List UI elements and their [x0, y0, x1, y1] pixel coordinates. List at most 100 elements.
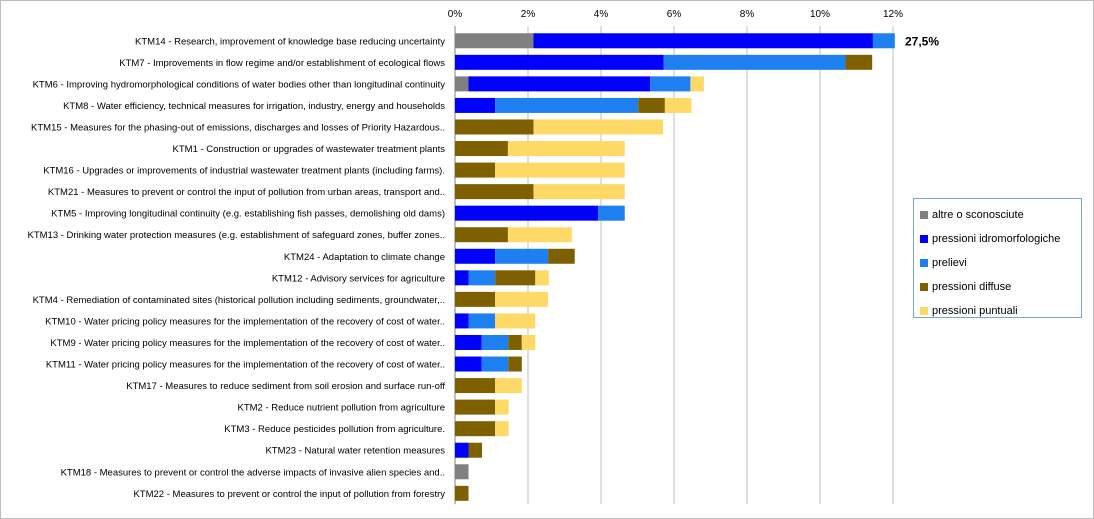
category-label: KTM9 - Water pricing policy measures for… — [50, 338, 445, 349]
category-label: KTM13 - Drinking water protection measur… — [27, 230, 445, 241]
bar-segment — [548, 248, 575, 264]
chart-legend: altre o sconosciute pressioni idromorfolo… — [913, 198, 1082, 318]
legend-label: pressioni diffuse — [932, 281, 1012, 293]
bar-segment — [455, 119, 534, 135]
bar-segment — [455, 399, 496, 415]
bar-segment — [638, 97, 665, 113]
legend-label: pressioni idromorfologiche — [932, 233, 1061, 245]
bar-segment — [455, 97, 496, 113]
bar-segment — [455, 184, 534, 200]
category-label: KTM4 - Remediation of contaminated sites… — [33, 295, 445, 306]
category-label: KTM21 - Measures to prevent or control t… — [48, 187, 445, 198]
category-label: KTM17 - Measures to reduce sediment from… — [126, 381, 445, 392]
bar-segment — [455, 356, 482, 372]
bar-segment — [455, 421, 496, 437]
legend-swatch — [920, 307, 928, 315]
bar-segment — [455, 33, 534, 49]
bar-segment — [495, 291, 549, 307]
x-tick-label: 8% — [740, 9, 755, 20]
x-tick-label: 12% — [883, 9, 903, 20]
bar-segment — [455, 248, 496, 264]
legend-item: pressioni diffuse — [920, 275, 1081, 299]
bar-segment — [455, 334, 482, 350]
bar-segment — [533, 184, 625, 200]
bar-segment — [598, 205, 625, 221]
legend-item: altre o sconosciute — [920, 203, 1081, 227]
category-label: KTM22 - Measures to prevent or control t… — [133, 489, 445, 500]
bar-segment — [455, 313, 469, 329]
bar-segment — [533, 33, 873, 49]
bar-segment — [663, 54, 846, 70]
category-label: KTM11 - Water pricing policy measures fo… — [46, 360, 445, 371]
x-tick-label: 10% — [810, 9, 830, 20]
bar-segment — [468, 270, 496, 286]
legend-swatch — [920, 211, 928, 219]
legend-swatch — [920, 259, 928, 267]
bar-segment — [455, 378, 496, 394]
category-label: KTM24 - Adaptation to climate change — [284, 252, 445, 263]
x-tick-label: 0% — [448, 9, 463, 20]
bar-segment — [455, 442, 469, 458]
category-label: KTM12 - Advisory services for agricultur… — [272, 273, 445, 284]
category-label: KTM10 - Water pricing policy measures fo… — [45, 316, 445, 327]
bar-segment — [495, 97, 639, 113]
x-tick-label: 2% — [521, 9, 536, 20]
bar-segment — [664, 97, 692, 113]
bar-segment — [455, 464, 469, 480]
bar-segment — [468, 76, 651, 92]
bar-segment — [455, 270, 469, 286]
data-label: 27,5% — [905, 34, 939, 48]
legend-item: pressioni puntuali — [920, 299, 1081, 323]
category-label: KTM14 - Research, improvement of knowled… — [135, 36, 445, 47]
bar-segment — [495, 378, 522, 394]
bar-segment — [507, 141, 625, 157]
x-tick-label: 4% — [594, 9, 609, 20]
bar-segment — [481, 334, 509, 350]
category-label: KTM1 - Construction or upgrades of waste… — [173, 144, 446, 155]
legend-label: altre o sconosciute — [932, 209, 1024, 221]
bar-segment — [455, 141, 508, 157]
bar-segment — [872, 33, 895, 49]
category-label: KTM8 - Water efficiency, technical measu… — [63, 101, 445, 112]
bar-segment — [521, 334, 536, 350]
legend-label: pressioni puntuali — [932, 305, 1018, 317]
legend-item: pressioni idromorfologiche — [920, 227, 1081, 251]
bar-segment — [495, 421, 509, 437]
bar-segment — [507, 227, 572, 243]
category-label: KTM15 - Measures for the phasing-out of … — [31, 122, 445, 133]
legend-swatch — [920, 283, 928, 291]
bar-segment — [533, 119, 664, 135]
bar-segment — [690, 76, 704, 92]
bar-segment — [650, 76, 691, 92]
bar-segment — [455, 76, 469, 92]
bar-segment — [455, 485, 469, 501]
category-label: KTM2 - Reduce nutrient pollution from ag… — [237, 403, 445, 414]
legend-item: prelievi — [920, 251, 1081, 275]
category-label: KTM23 - Natural water retention measures — [265, 446, 445, 457]
bar-segment — [495, 248, 549, 264]
category-label: KTM5 - Improving longitudinal continuity… — [51, 209, 445, 220]
category-label: KTM18 - Measures to prevent or control t… — [61, 467, 445, 478]
bar-segment — [455, 162, 496, 178]
bar-segment — [495, 162, 625, 178]
bar-segment — [508, 334, 522, 350]
bar-segment — [845, 54, 873, 70]
category-label: KTM3 - Reduce pesticides pollution from … — [224, 424, 445, 435]
legend-swatch — [920, 235, 928, 243]
x-tick-label: 6% — [667, 9, 682, 20]
bar-segment — [455, 291, 496, 307]
bar-segment — [468, 442, 483, 458]
bar-segment — [495, 399, 509, 415]
bar-segment — [535, 270, 549, 286]
bar-segment — [468, 313, 496, 329]
bar-segment — [495, 313, 536, 329]
category-label: KTM7 - Improvements in flow regime and/o… — [119, 58, 445, 69]
bar-segment — [495, 270, 536, 286]
bar-segment — [508, 356, 522, 372]
category-label: KTM6 - Improving hydromorphological cond… — [33, 79, 446, 90]
bar-segment — [455, 227, 508, 243]
bar-segment — [481, 356, 509, 372]
category-label: KTM16 - Upgrades or improvements of indu… — [43, 166, 445, 177]
legend-label: prelievi — [932, 257, 967, 269]
